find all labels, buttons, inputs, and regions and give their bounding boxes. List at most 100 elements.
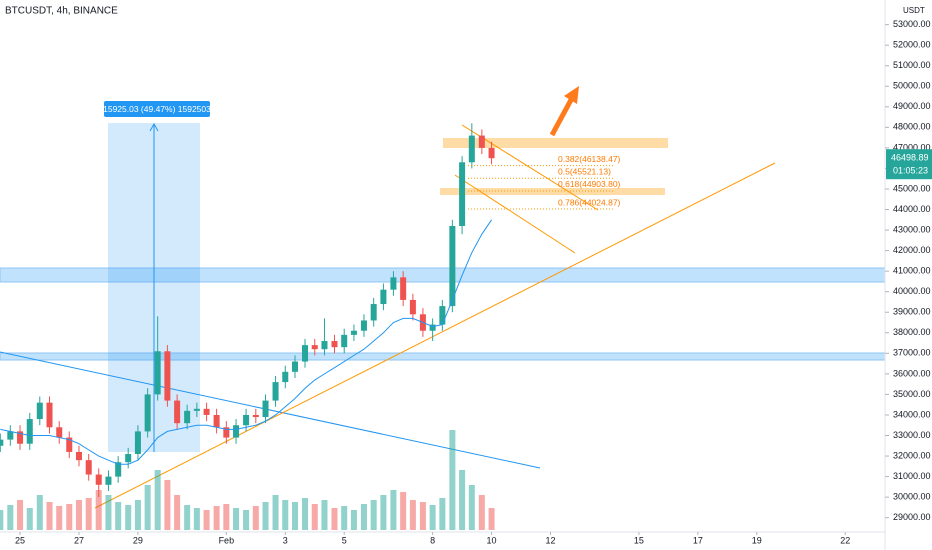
volume-bar <box>272 495 279 530</box>
y-tick-label: 50000.00 <box>893 81 931 91</box>
fib-label: 0.618(44903.80) <box>558 179 621 189</box>
candle-body <box>331 341 338 348</box>
arrow-head <box>564 86 579 104</box>
volume-bar <box>115 502 122 530</box>
candle-body <box>282 371 289 383</box>
candle-body <box>468 135 475 163</box>
volume-bar <box>223 504 230 530</box>
y-tick-label: 41000.00 <box>893 266 931 276</box>
volume-bar <box>488 508 495 530</box>
candle-body <box>291 361 299 372</box>
candle-body <box>439 306 446 325</box>
candle-body <box>75 451 82 461</box>
volume-bar <box>164 480 171 530</box>
y-tick-label: 48000.00 <box>893 122 931 132</box>
measure-label: 15925.03 (49.47%) 1592503 <box>103 104 211 114</box>
candle-body <box>409 299 416 315</box>
y-tick-label: 37000.00 <box>893 348 931 358</box>
y-tick-label: 44000.00 <box>893 204 931 214</box>
moving-average <box>0 219 492 465</box>
candle-body <box>56 427 63 438</box>
candle-body <box>243 414 250 426</box>
x-tick-label: 17 <box>693 535 703 545</box>
candle-body <box>174 400 181 424</box>
candle-body <box>459 162 466 226</box>
candle-body <box>488 147 495 159</box>
x-tick-label: 10 <box>487 535 497 545</box>
y-tick-label: 33000.00 <box>893 430 931 440</box>
volume-bar <box>0 510 4 530</box>
chart-title: BTCUSDT, 4h, BINANCE <box>5 6 118 17</box>
volume-bar <box>154 470 161 530</box>
volume-bar <box>302 498 309 530</box>
x-tick-label: 5 <box>342 535 347 545</box>
volume-bar <box>174 495 181 530</box>
trend-line <box>94 162 776 509</box>
fib-label: 0.5(45521.13) <box>558 167 611 177</box>
candle-body <box>350 330 357 335</box>
candle-body <box>233 425 240 438</box>
fib-label: 0.786(44024.87) <box>558 197 621 207</box>
candle-body <box>449 225 456 307</box>
y-tick-label: 36000.00 <box>893 368 931 378</box>
x-tick-label: 19 <box>752 535 762 545</box>
candle-body <box>85 460 92 475</box>
volume-bar <box>193 508 200 530</box>
candle-body <box>370 304 377 321</box>
y-tick-label: 32000.00 <box>893 450 931 460</box>
candle-body <box>203 408 210 415</box>
volume-bar <box>66 504 73 530</box>
volume-bar <box>46 502 53 530</box>
candle-body <box>478 135 485 148</box>
y-tick-label: 43000.00 <box>893 224 931 234</box>
x-tick-label: 22 <box>840 535 850 545</box>
volume-bar <box>213 506 220 530</box>
x-tick-label: 8 <box>430 535 435 545</box>
price-tag <box>886 149 932 180</box>
volume-bar <box>459 470 466 530</box>
y-tick-label: 51000.00 <box>893 60 931 70</box>
volume-bar <box>36 495 43 530</box>
volume-bar <box>311 504 318 530</box>
x-tick-label: Feb <box>219 535 235 545</box>
y-tick-label: 49000.00 <box>893 101 931 111</box>
volume-bar <box>262 502 269 530</box>
x-tick-label: 27 <box>74 535 84 545</box>
volume-bar <box>380 495 387 530</box>
volume-bar <box>409 500 416 530</box>
volume-bar <box>144 485 151 530</box>
y-tick-label: 53000.00 <box>893 19 931 29</box>
volume-bar <box>390 490 397 530</box>
candle-body <box>429 324 436 331</box>
candle-body <box>213 414 220 428</box>
candle-body <box>302 345 309 362</box>
volume-bar <box>321 500 328 530</box>
volume-bar <box>282 500 289 530</box>
candle-body <box>223 427 230 438</box>
arrow <box>549 96 575 137</box>
volume-bar <box>26 508 33 530</box>
candle-body <box>46 402 53 428</box>
candle-body <box>400 277 407 300</box>
candle-body <box>272 382 279 401</box>
volume-bar <box>203 510 210 530</box>
y-tick-label: 31000.00 <box>893 471 931 481</box>
volume-bar <box>400 492 407 530</box>
volume-bar <box>7 505 14 530</box>
candle-body <box>193 408 200 411</box>
candle-body <box>184 410 191 424</box>
volume-bar <box>360 504 367 530</box>
countdown: 01:05:23 <box>893 166 928 176</box>
y-tick-label: 34000.00 <box>893 409 931 419</box>
volume-bar <box>56 506 63 530</box>
candle-body <box>66 437 73 452</box>
volume-bar <box>233 508 240 530</box>
x-tick-label: 3 <box>283 535 288 545</box>
volume-bar <box>478 495 485 530</box>
volume-bar <box>17 500 24 530</box>
candle-body <box>390 277 397 290</box>
volume-bar <box>252 506 259 530</box>
volume-bar <box>105 495 112 530</box>
volume-bar <box>370 500 377 530</box>
